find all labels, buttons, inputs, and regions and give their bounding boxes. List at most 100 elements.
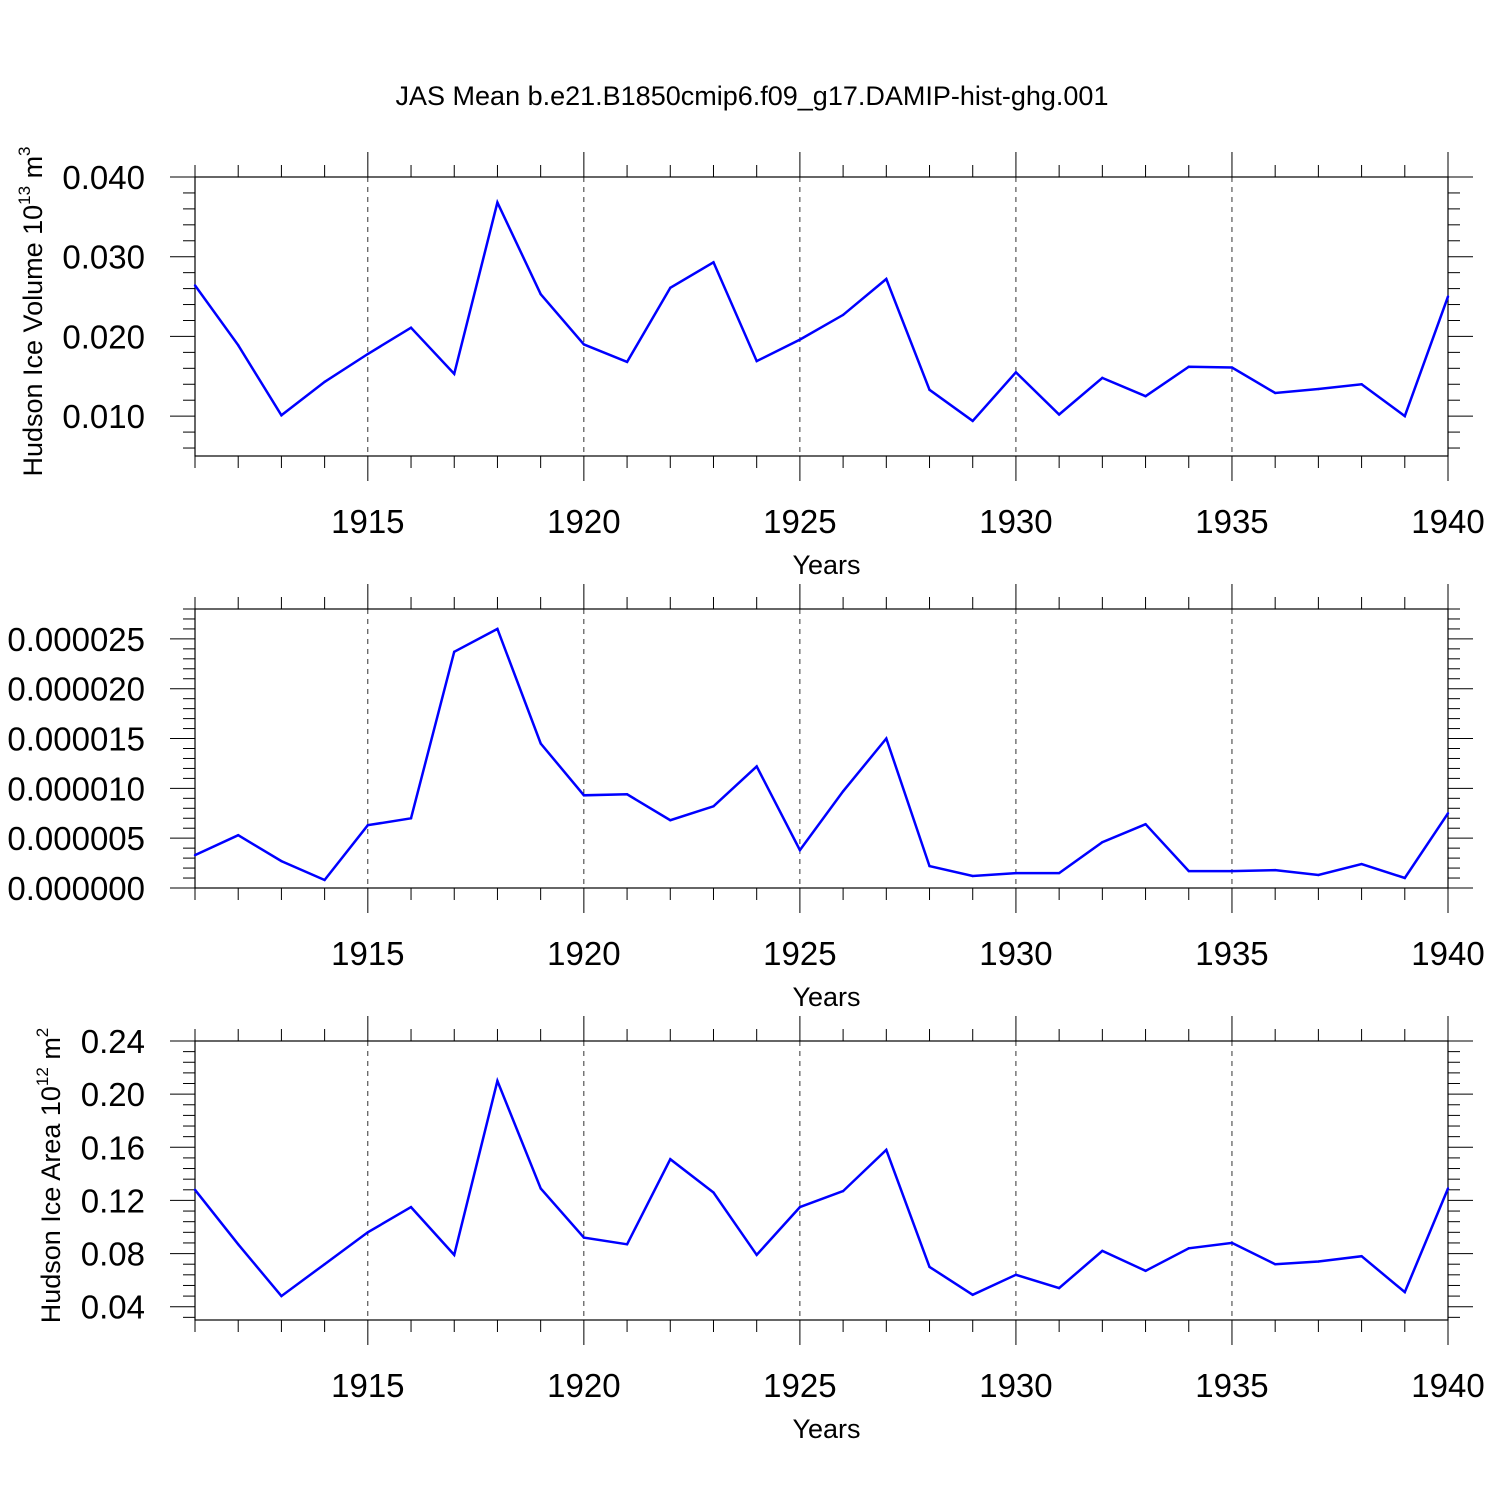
x-tick-label: 1915 <box>331 935 404 972</box>
data-point <box>971 874 974 878</box>
data-point <box>280 859 283 863</box>
y-axis-title-exponent: 13 <box>15 186 34 205</box>
data-point <box>1057 1286 1061 1290</box>
data-point <box>366 352 370 356</box>
data-point <box>885 277 888 281</box>
y-axis-title-text: Hudson Ice Area 10 <box>36 1086 66 1323</box>
data-point <box>1317 387 1320 391</box>
data-point <box>366 824 370 827</box>
panel-second-panel: 0.000000 0.000005 0.000010 0.000015 0.000020… <box>7 584 1485 1012</box>
data-point <box>1403 414 1406 418</box>
data-point <box>841 790 845 793</box>
data-point <box>1403 876 1406 880</box>
x-tick-label: 1920 <box>547 935 620 972</box>
data-point <box>237 343 240 347</box>
data-point <box>1101 840 1104 844</box>
data-point <box>885 737 888 740</box>
x-tick-label: 1925 <box>763 503 836 540</box>
y-tick-label: 0.000010 <box>7 770 145 807</box>
data-point <box>1446 812 1450 815</box>
data-point <box>193 284 197 287</box>
data-point <box>1014 371 1018 374</box>
y-tick-label: 0.000025 <box>7 621 145 658</box>
plot-frame <box>194 176 1449 457</box>
y-axis-title: Hudson Ice Area 1012 m2 <box>33 1028 66 1324</box>
data-point <box>237 833 240 837</box>
data-point <box>496 1079 499 1083</box>
data-point <box>539 742 542 745</box>
chart-title: JAS Mean b.e21.B1850cmip6.f09_g17.DAMIP-… <box>396 81 1109 111</box>
y-tick-label: 0.030 <box>62 239 145 276</box>
data-point <box>1187 1247 1190 1250</box>
data-point <box>453 372 456 376</box>
data-point <box>409 817 413 820</box>
y-axis-title-unit-exponent: 3 <box>15 146 34 155</box>
y-tick-label: 0.020 <box>62 318 145 355</box>
y-tick-label: 0.12 <box>81 1182 145 1219</box>
data-point <box>1101 376 1104 380</box>
data-point <box>1360 383 1363 386</box>
data-point <box>798 338 802 341</box>
data-point <box>1187 365 1190 368</box>
data-point <box>1144 1269 1147 1273</box>
data-point <box>1187 869 1190 873</box>
data-point <box>625 360 629 364</box>
data-point <box>193 853 197 857</box>
y-axis-title-exponent: 12 <box>33 1067 52 1086</box>
data-point <box>885 1148 888 1152</box>
data-point <box>453 650 456 654</box>
y-tick-label: 0.000005 <box>7 820 145 857</box>
data-point <box>1360 862 1363 866</box>
data-point <box>1273 391 1277 395</box>
data-point <box>1230 1241 1234 1245</box>
data-point <box>712 261 715 264</box>
y-tick-label: 0.010 <box>62 398 145 435</box>
data-point <box>496 201 499 204</box>
y-tick-label: 0.20 <box>81 1076 145 1113</box>
data-point <box>798 1205 802 1209</box>
y-axis-title-unit: m <box>36 1037 66 1067</box>
x-tick-label: 1930 <box>979 1367 1052 1404</box>
data-point <box>409 1205 413 1209</box>
y-tick-label: 0.04 <box>81 1289 145 1326</box>
panel-hudson-ice-area: 0.04 0.08 0.12 0.16 0.20 0.24 1915 1920 1925 1930… <box>33 1016 1485 1444</box>
x-tick-label: 1935 <box>1195 503 1268 540</box>
x-tick-label: 1940 <box>1411 935 1484 972</box>
x-tick-label: 1935 <box>1195 1367 1268 1404</box>
data-point <box>323 878 326 882</box>
data-point <box>1057 413 1061 416</box>
data-point <box>625 793 629 796</box>
data-point <box>1317 873 1320 877</box>
x-tick-label: 1940 <box>1411 503 1484 540</box>
x-axis-title: Years <box>792 982 860 1012</box>
data-point <box>1360 1255 1363 1258</box>
data-point <box>539 1187 542 1190</box>
data-point <box>237 1243 240 1246</box>
data-point <box>496 627 499 631</box>
data-point <box>1144 395 1147 398</box>
data-point <box>323 1263 326 1266</box>
data-point <box>1273 868 1277 872</box>
y-tick-label: 0.040 <box>62 159 145 196</box>
data-point <box>539 292 542 296</box>
series-line <box>194 1076 1450 1298</box>
data-point <box>1230 366 1234 369</box>
data-point <box>1057 871 1061 875</box>
data-point <box>755 359 758 363</box>
data-point <box>971 1293 974 1296</box>
x-tick-label: 1920 <box>547 1367 620 1404</box>
data-point <box>669 286 672 290</box>
panel-hudson-ice-volume: 0.010 0.020 0.030 0.040 1915 1920 1925 1930 1935… <box>15 146 1485 580</box>
x-tick-label: 1925 <box>763 1367 836 1404</box>
y-tick-label: 0.24 <box>81 1023 145 1060</box>
data-point <box>669 819 672 822</box>
x-axis-title: Years <box>792 550 860 580</box>
y-tick-label: 0.000015 <box>7 721 145 758</box>
x-tick-label: 1930 <box>979 503 1052 540</box>
series-line <box>194 627 1450 882</box>
data-point <box>841 313 845 317</box>
data-point <box>755 765 758 768</box>
data-point <box>1446 1187 1450 1190</box>
x-axis-title: Years <box>792 1414 860 1444</box>
